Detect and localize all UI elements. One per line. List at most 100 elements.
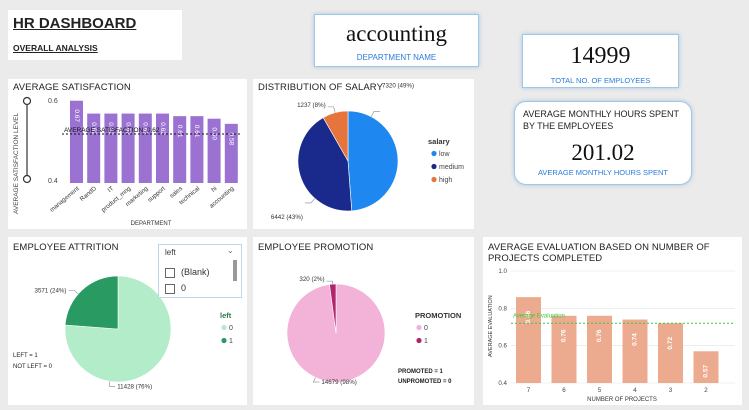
satisfaction-bar[interactable] xyxy=(207,118,221,183)
slicer-option-0[interactable]: 0 xyxy=(165,283,186,294)
attrition-slice[interactable] xyxy=(64,275,119,330)
evaluation-tick-label: 0.8 xyxy=(498,305,507,312)
slider-min-label: 0.4 xyxy=(48,178,58,185)
salary-legend-label: medium xyxy=(439,164,464,171)
evaluation-xlabel: NUMBER OF PROJECTS xyxy=(587,397,657,403)
promotion-slice[interactable] xyxy=(329,283,337,334)
satisfaction-tick-label: IT xyxy=(106,185,115,194)
satisfaction-data-label: 0.67 xyxy=(73,109,80,122)
left-slicer[interactable]: left ⌄ (Blank) 0 xyxy=(158,244,242,298)
department-card: accounting DEPARTMENT NAME xyxy=(314,14,479,67)
satisfaction-data-label: 0.61 xyxy=(193,125,200,138)
checkbox-icon[interactable] xyxy=(165,283,175,294)
evaluation-x-tick: 5 xyxy=(598,387,602,394)
attrition-title: EMPLOYEE ATTRITION xyxy=(13,242,119,253)
attrition-legend-label: 1 xyxy=(229,338,233,345)
satisfaction-data-label: 0.61 xyxy=(176,125,183,138)
evaluation-tick-label: 1.0 xyxy=(498,268,507,275)
attrition-panel: EMPLOYEE ATTRITION 11428 (76%) 3571 (24%)… xyxy=(8,237,247,405)
salary-title: DISTRIBUTION OF SALARY xyxy=(258,82,384,93)
slicer-scrollbar[interactable] xyxy=(233,260,237,281)
satisfaction-bar[interactable] xyxy=(173,116,187,183)
satisfaction-panel: AVERAGE SATISFACTION AVERAGE SATISFACTIO… xyxy=(8,79,247,229)
slider-handle-min[interactable] xyxy=(22,174,32,184)
satisfaction-title: AVERAGE SATISFACTION xyxy=(13,82,131,93)
salary-legend-marker xyxy=(431,150,437,157)
salary-chart: 7320 (49%) 6442 (43%) 1237 (8%) salary low… xyxy=(271,82,464,221)
evaluation-tick-label: 0.4 xyxy=(498,380,507,387)
satisfaction-data-label: 0.62 xyxy=(142,122,149,135)
satisfaction-data-label: 0.62 xyxy=(159,122,166,135)
salary-legend-marker xyxy=(431,163,437,170)
evaluation-data-label: 0.74 xyxy=(632,333,639,346)
evaluation-chart: 0.4 0.6 0.8 1.0 0.86 7 0.76 6 0.76 5 0.74 4 0.72 3 0.… xyxy=(488,268,735,403)
checkbox-icon[interactable] xyxy=(165,267,175,278)
evaluation-tick-label: 0.6 xyxy=(498,343,507,350)
salary-panel: DISTRIBUTION OF SALARY 7320 (49%) 6442 (4… xyxy=(253,79,474,229)
promotion-chart: 14679 (98%) 320 (2%) PROMOTION 0 1 PROMOTE… xyxy=(286,276,461,386)
hours-label: AVERAGE MONTHLY HOURS SPENT xyxy=(537,168,669,177)
salary-slice[interactable] xyxy=(322,110,349,163)
slicer-option-blank[interactable]: (Blank) xyxy=(165,267,210,278)
satisfaction-tick-label: hi xyxy=(210,185,218,193)
satisfaction-data-label: 0.62 xyxy=(90,122,97,135)
salary-data-label: 7320 (49%) xyxy=(382,82,414,89)
evaluation-data-label: 0.86 xyxy=(525,310,532,323)
employees-card: 14999 TOTAL NO. OF EMPLOYEES xyxy=(522,34,679,88)
satisfaction-bar[interactable] xyxy=(138,113,152,183)
page-subtitle: OVERALL ANALYSIS xyxy=(13,43,98,53)
department-value: accounting xyxy=(346,21,447,46)
employees-label: TOTAL NO. OF EMPLOYEES xyxy=(550,76,651,85)
attrition-legend-marker xyxy=(221,324,227,331)
evaluation-bar[interactable] xyxy=(693,351,719,383)
attrition-data-label: 11428 (76%) xyxy=(117,383,152,390)
promotion-note-unpromoted: UNPROMOTED = 0 xyxy=(398,379,452,385)
promotion-legend-title: PROMOTION xyxy=(415,311,461,320)
satisfaction-tick-label: management xyxy=(49,185,81,214)
satisfaction-tick-label: support xyxy=(146,185,167,204)
evaluation-bar[interactable] xyxy=(658,323,683,383)
salary-legend-title: salary xyxy=(428,137,451,146)
promotion-panel: EMPLOYEE PROMOTION 14679 (98%) 320 (2%) P… xyxy=(253,237,474,405)
evaluation-x-tick: 2 xyxy=(704,387,708,394)
attrition-leader-line xyxy=(68,290,79,295)
satisfaction-bar[interactable] xyxy=(224,123,238,183)
slider-max-label: 0.6 xyxy=(48,98,58,105)
satisfaction-data-label: 0.60 xyxy=(210,127,217,140)
satisfaction-bar[interactable] xyxy=(70,100,83,183)
promotion-legend-label: 0 xyxy=(424,325,428,332)
promotion-legend-marker xyxy=(416,337,422,344)
department-label: DEPARTMENT NAME xyxy=(356,53,437,62)
slicer-chevron-icon[interactable]: ⌄ xyxy=(227,246,234,255)
evaluation-bar[interactable] xyxy=(587,315,612,383)
evaluation-bar[interactable] xyxy=(516,297,541,383)
slider-handle-max[interactable] xyxy=(22,96,32,106)
satisfaction-avg-label: AVERAGE SATISFACTION: 0.62 xyxy=(64,127,160,134)
salary-slice[interactable] xyxy=(297,117,353,212)
hours-value: 201.02 xyxy=(571,140,635,165)
attrition-note-left: LEFT = 1 xyxy=(13,353,38,359)
evaluation-data-label: 0.57 xyxy=(703,365,710,378)
satisfaction-bar[interactable] xyxy=(121,113,135,183)
satisfaction-chart: AVERAGE SATISFACTION LEVEL 0.6 0.4 0.67 0… xyxy=(13,96,241,227)
evaluation-bar[interactable] xyxy=(622,319,648,383)
evaluation-ylabel: AVERAGE EVALUATION xyxy=(488,295,494,357)
satisfaction-data-label: 0.58 xyxy=(228,133,235,146)
evaluation-title: AVERAGE EVALUATION BASED ON NUMBER OF PR… xyxy=(488,242,710,264)
attrition-note-notleft: NOT LEFT = 0 xyxy=(13,364,53,370)
salary-legend-label: high xyxy=(439,177,452,184)
attrition-data-label: 3571 (24%) xyxy=(35,288,67,295)
evaluation-data-label: 0.76 xyxy=(561,329,568,342)
salary-data-label: 1237 (8%) xyxy=(297,102,326,109)
satisfaction-bar[interactable] xyxy=(156,113,169,183)
page-title: HR DASHBOARD xyxy=(13,15,137,32)
satisfaction-bar[interactable] xyxy=(190,116,204,183)
evaluation-bar[interactable] xyxy=(551,315,577,383)
salary-slice[interactable] xyxy=(347,110,399,212)
satisfaction-bar[interactable] xyxy=(104,113,118,183)
promotion-leader-line xyxy=(312,377,320,383)
salary-leader-line xyxy=(370,111,381,117)
promotion-legend-marker xyxy=(416,324,422,331)
satisfaction-bar[interactable] xyxy=(87,113,101,183)
salary-leader-line xyxy=(304,198,316,204)
